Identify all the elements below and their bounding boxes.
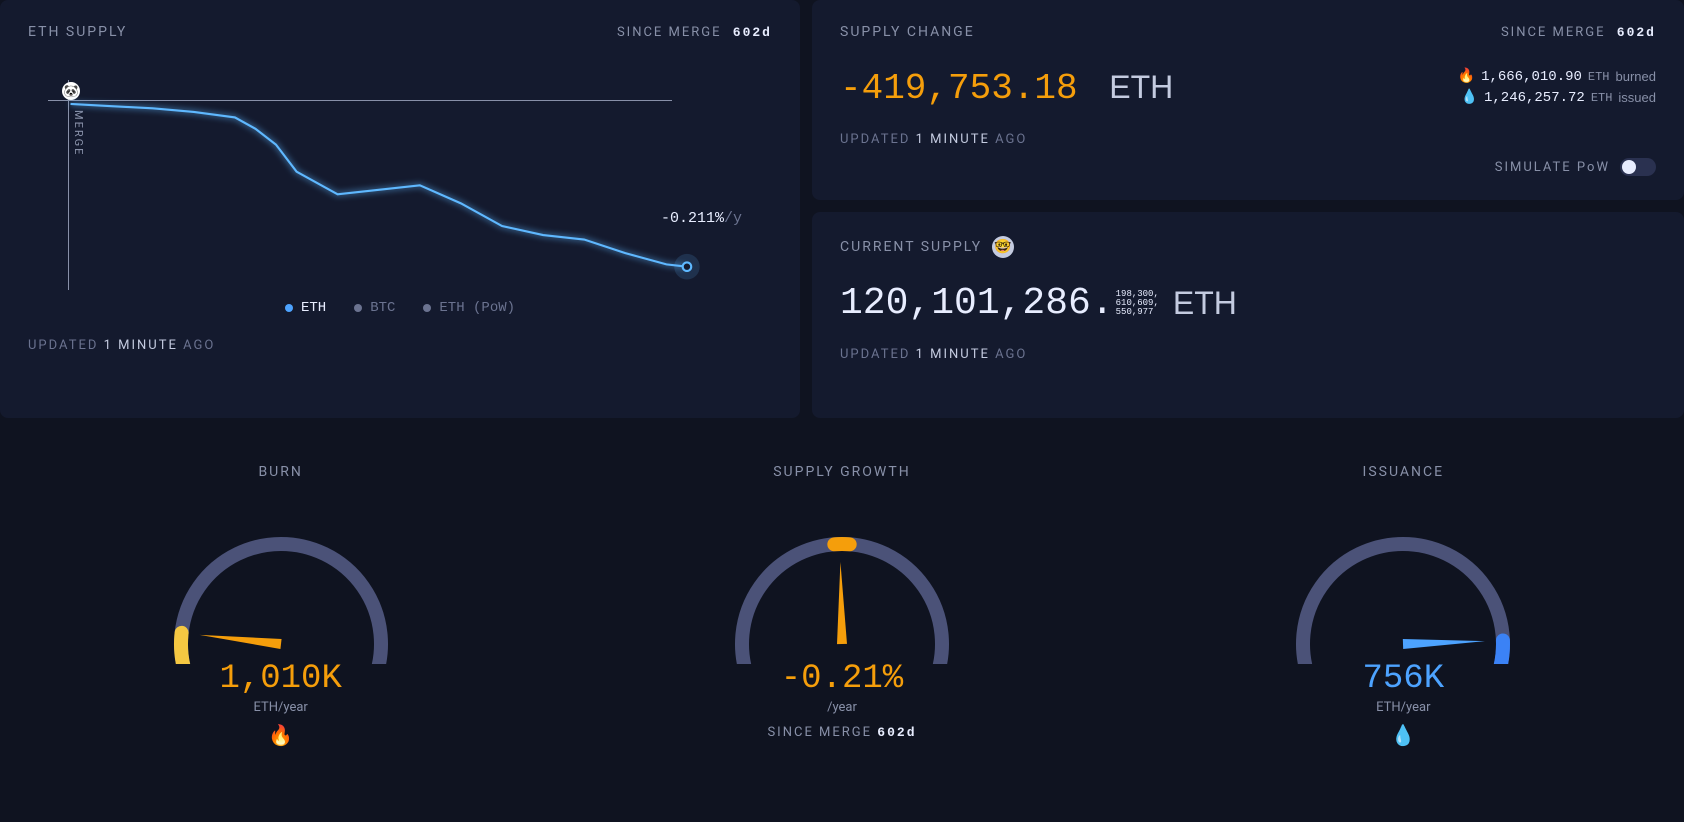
updated-value: 1 MINUTE [916, 347, 990, 362]
since-merge-value: 602d [1617, 25, 1656, 40]
burned-unit: ETH [1588, 70, 1610, 84]
updated-suffix: AGO [995, 347, 1027, 362]
card-title: ETH SUPPLY [28, 24, 127, 40]
burned-value: 1,666,010.90 [1481, 69, 1582, 85]
gauge-issuance: ISSUANCE 756K ETH/year 💧 [1193, 464, 1613, 747]
updated-timestamp: UPDATED 1 MINUTE AGO [840, 347, 1656, 362]
gauge-issuance-svg [1278, 504, 1528, 664]
supply-decimal-fragment: 550,977 [1116, 308, 1159, 317]
gauge-issuance-sub: ETH/year [1376, 700, 1430, 715]
gauge-burn-svg [156, 504, 406, 664]
current-supply-unit: ETH [1173, 285, 1237, 322]
updated-value: 1 MINUTE [104, 338, 178, 353]
burn-issue-summary: 🔥 1,666,010.90 ETH burned 💧 1,246,257.72… [1458, 68, 1656, 110]
updated-suffix: AGO [995, 132, 1027, 147]
supply-change-number: -419,753.18 [840, 68, 1078, 109]
gauge-title: SUPPLY GROWTH [773, 464, 911, 480]
simulate-pow-row: SIMULATE PoW [1495, 158, 1656, 176]
updated-prefix: UPDATED [840, 347, 910, 362]
fire-icon: 🔥 [1458, 68, 1475, 85]
gauge-burn: BURN 1,010K ETH/year 🔥 [71, 464, 491, 747]
gauge-growth-svg [717, 504, 967, 664]
updated-prefix: UPDATED [840, 132, 910, 147]
nerd-icon[interactable]: 🤓 [992, 236, 1014, 258]
gauge-burn-value: 1,010K [219, 660, 341, 698]
gauge-burn-sub: ETH/year [253, 700, 307, 715]
legend-dot-icon [423, 304, 431, 312]
gauge-growth-sub: /year [827, 700, 857, 715]
gauge-issuance-value: 756K [1363, 660, 1445, 698]
since-merge: SINCE MERGE 602d [1501, 25, 1656, 40]
issued-value: 1,246,257.72 [1484, 90, 1585, 106]
card-title: SUPPLY CHANGE [840, 24, 975, 40]
legend-dot-icon [354, 304, 362, 312]
supply-line-chart [28, 60, 772, 304]
issued-label: issued [1618, 90, 1656, 105]
updated-value: 1 MINUTE [916, 132, 990, 147]
updated-timestamp: UPDATED 1 MINUTE AGO [28, 338, 772, 353]
burned-label: burned [1616, 69, 1656, 84]
since-merge-value: 602d [733, 25, 772, 40]
drop-icon: 💧 [1461, 89, 1478, 106]
current-supply-value: 120,101,286. 198,300,610,609,550,977 ETH [840, 282, 1656, 325]
card-header: SUPPLY CHANGE SINCE MERGE 602d [840, 24, 1656, 40]
since-merge-label: SINCE MERGE [617, 25, 722, 40]
simulate-pow-toggle[interactable] [1620, 158, 1656, 176]
card-header: ETH SUPPLY SINCE MERGE 602d [28, 24, 772, 40]
gauge-title: ISSUANCE [1363, 464, 1445, 480]
supply-change-unit: ETH [1109, 69, 1173, 105]
simulate-pow-label: SIMULATE PoW [1495, 160, 1610, 175]
gauge-since-merge: SINCE MERGE 602d [767, 725, 916, 740]
card-title: CURRENT SUPPLY [840, 239, 982, 255]
gauge-supply-growth: SUPPLY GROWTH -0.21% /year SINCE MERGE 6… [632, 464, 1052, 747]
issued-unit: ETH [1591, 91, 1613, 105]
card-header: CURRENT SUPPLY 🤓 [840, 236, 1656, 258]
since-merge-label: SINCE MERGE [767, 725, 872, 740]
chart-area: 🐼 MERGE -0.211%/y [28, 60, 772, 290]
since-merge-label: SINCE MERGE [1501, 25, 1606, 40]
supply-change-value: -419,753.18 ETH [840, 68, 1173, 109]
since-merge-value: 602d [877, 725, 916, 740]
card-current-supply: CURRENT SUPPLY 🤓 120,101,286. 198,300,61… [812, 212, 1684, 418]
chart-annotation-unit: /y [724, 210, 742, 227]
card-supply-change: SUPPLY CHANGE SINCE MERGE 602d -419,753.… [812, 0, 1684, 200]
chart-annotation: -0.211%/y [661, 210, 742, 227]
since-merge: SINCE MERGE 602d [617, 25, 772, 40]
updated-prefix: UPDATED [28, 338, 98, 353]
current-supply-decimals: 198,300,610,609,550,977 [1116, 290, 1159, 317]
updated-suffix: AGO [183, 338, 215, 353]
updated-timestamp: UPDATED 1 MINUTE AGO [840, 132, 1656, 147]
drop-icon: 💧 [1391, 723, 1416, 747]
chart-annotation-pct: -0.211% [661, 210, 724, 227]
gauge-growth-value: -0.21% [781, 660, 903, 698]
gauge-title: BURN [258, 464, 302, 480]
fire-icon: 🔥 [268, 723, 293, 747]
gauges-row: BURN 1,010K ETH/year 🔥 SUPPLY GROWTH -0.… [0, 418, 1684, 747]
card-eth-supply: ETH SUPPLY SINCE MERGE 602d 🐼 MERGE -0.2… [0, 0, 800, 418]
current-supply-main: 120,101,286. [840, 282, 1114, 325]
legend-dot-icon [285, 304, 293, 312]
